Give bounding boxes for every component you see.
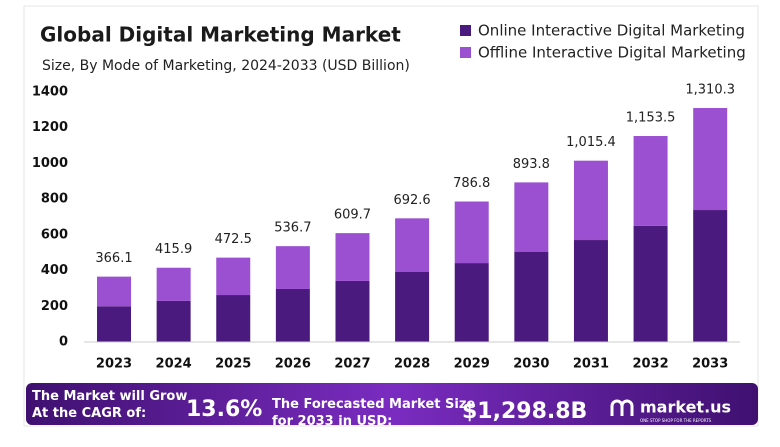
bar-segment	[97, 276, 132, 307]
bar-segment	[395, 218, 430, 272]
brand-logo	[610, 399, 634, 416]
bar-segment	[395, 272, 430, 342]
total-label: 609.7	[334, 208, 371, 223]
bar-segment	[335, 233, 370, 281]
total-label: 472.5	[215, 232, 252, 247]
bar-segment	[454, 201, 489, 264]
x-tick-label: 2029	[454, 357, 490, 372]
x-tick-label: 2025	[215, 357, 251, 372]
y-tick-label: 1400	[32, 85, 68, 100]
x-tick-label: 2024	[156, 357, 192, 372]
bar-segment	[216, 295, 251, 342]
x-tick-label: 2026	[275, 357, 311, 372]
x-tick-label: 2033	[692, 357, 728, 372]
bar-segment	[454, 263, 489, 342]
x-tick-label: 2030	[513, 357, 549, 372]
legend-swatch	[460, 47, 471, 58]
x-tick-label: 2028	[394, 357, 430, 372]
total-label: 692.6	[393, 193, 430, 208]
legend-label: Online Interactive Digital Marketing	[478, 22, 745, 40]
chart-title: Global Digital Marketing Market	[40, 23, 401, 47]
total-label: 366.1	[95, 251, 132, 266]
bar-segment	[693, 210, 728, 342]
footer-cagr-text: The Market will Grow At the CAGR of:	[32, 389, 187, 421]
y-tick-label: 600	[41, 227, 68, 242]
bar-segment	[573, 240, 608, 342]
x-tick-label: 2027	[334, 357, 370, 372]
bar-segment	[97, 306, 132, 342]
total-label: 786.8	[453, 176, 490, 191]
bar-segment	[216, 257, 251, 296]
bar-segment	[573, 160, 608, 241]
bar-segment	[514, 252, 549, 342]
y-tick-label: 200	[41, 299, 68, 314]
footer-forecast-value: $1,298.8B	[462, 399, 587, 424]
bar-segment	[156, 300, 191, 342]
legend: Online Interactive Digital Marketing Offl…	[460, 22, 746, 62]
bar-segment	[335, 280, 370, 342]
bar-segment	[156, 267, 191, 301]
y-tick-label: 1000	[32, 156, 68, 171]
bar-segment	[633, 225, 668, 342]
y-tick-label: 0	[59, 335, 68, 350]
tagline: ONE STOP SHOP FOR THE REPORTS	[640, 418, 712, 423]
bar-segment	[693, 108, 728, 211]
y-tick-label: 400	[41, 263, 68, 278]
chart-subtitle: Size, By Mode of Marketing, 2024-2033 (U…	[42, 58, 410, 74]
footer-cagr-value: 13.6%	[186, 397, 262, 422]
total-label: 536.7	[274, 221, 311, 236]
total-label: 1,015.4	[566, 135, 616, 150]
legend-swatch	[460, 25, 471, 36]
y-tick-label: 800	[41, 192, 68, 207]
total-label: 1,310.3	[685, 83, 735, 98]
brand: market.us	[640, 398, 731, 417]
footer-forecast-text: The Forecasted Market Size for 2033 in US…	[272, 397, 475, 429]
y-tick-label: 1200	[32, 120, 68, 135]
bar-segment	[275, 288, 310, 342]
bar-segment	[633, 136, 668, 226]
bar-segment	[514, 182, 549, 252]
bar-segment	[275, 246, 310, 289]
total-label: 415.9	[155, 242, 192, 257]
total-label: 1,153.5	[626, 111, 676, 126]
footer-band	[26, 383, 758, 425]
legend-label: Offline Interactive Digital Marketing	[478, 44, 746, 62]
x-tick-label: 2023	[96, 357, 132, 372]
x-tick-label: 2032	[632, 357, 668, 372]
x-tick-label: 2031	[573, 357, 609, 372]
total-label: 893.8	[513, 157, 550, 172]
